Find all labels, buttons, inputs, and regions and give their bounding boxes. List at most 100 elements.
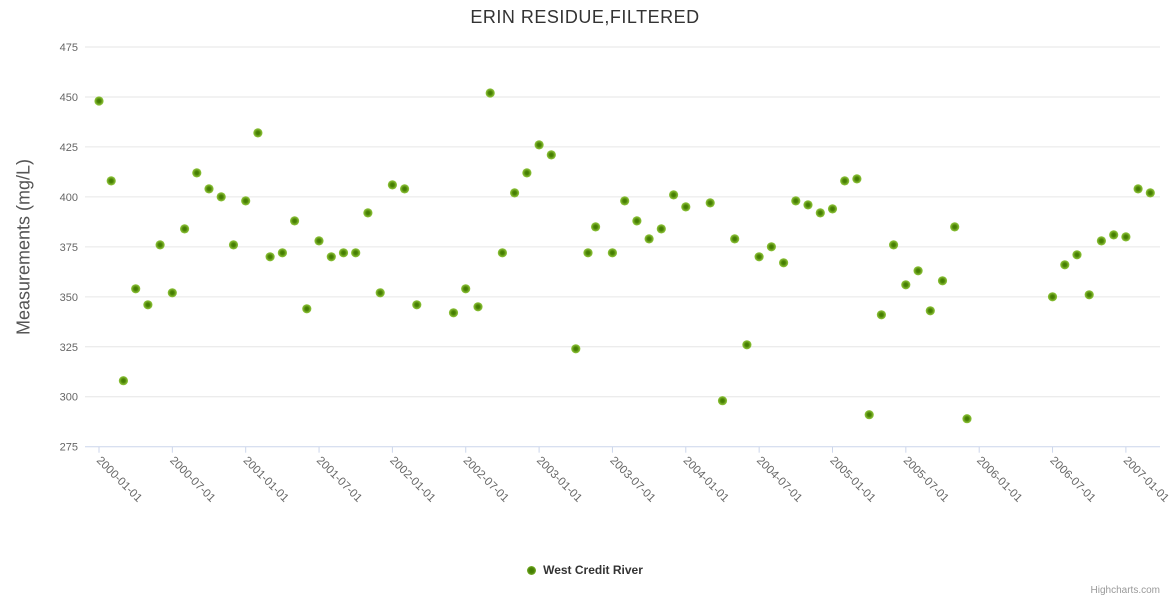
data-point[interactable]: West Credit River: 2003-02-01, 421 [546, 150, 556, 160]
data-point[interactable]: West Credit River: 2007-02-01, 404 [1133, 184, 1143, 194]
data-point[interactable]: West Credit River: 2002-10-01, 372 [497, 248, 507, 258]
y-axis-label: 475 [60, 42, 78, 54]
data-point[interactable]: West Credit River: 2004-01-01, 395 [681, 202, 691, 212]
data-point[interactable]: West Credit River: 2003-08-01, 398 [620, 196, 630, 206]
data-point[interactable]: West Credit River: 2001-08-01, 370 [326, 252, 336, 262]
data-point[interactable]: West Credit River: 2004-10-01, 398 [791, 196, 801, 206]
data-point[interactable]: West Credit River: 2001-12-01, 352 [375, 288, 385, 298]
data-point[interactable]: West Credit River: 2005-07-01, 356 [901, 280, 911, 290]
data-point[interactable]: West Credit River: 2005-03-01, 409 [852, 174, 862, 184]
y-axis-label: 375 [60, 242, 78, 254]
data-point[interactable]: West Credit River: 2006-11-01, 378 [1096, 236, 1106, 246]
data-point[interactable]: West Credit River: 2000-06-01, 376 [155, 240, 165, 250]
x-axis-label: 2003-01-01 [534, 455, 584, 505]
data-point[interactable]: West Credit River: 2002-01-01, 406 [387, 180, 397, 190]
data-point[interactable]: West Credit River: 2005-01-01, 394 [827, 204, 838, 214]
y-axis-label: 350 [60, 292, 78, 304]
data-point[interactable]: West Credit River: 2004-09-01, 367 [779, 258, 789, 268]
data-point[interactable]: West Credit River: 2001-01-01, 398 [241, 196, 251, 206]
data-point[interactable]: West Credit River: 2002-07-01, 354 [461, 284, 471, 294]
data-point[interactable]: West Credit River: 2007-03-01, 402 [1145, 188, 1155, 198]
data-point[interactable]: West Credit River: 2001-11-01, 392 [363, 208, 373, 218]
data-point[interactable]: West Credit River: 2003-04-01, 324 [571, 344, 581, 354]
data-point[interactable]: West Credit River: 2005-09-01, 343 [925, 306, 935, 316]
legend-item-west-credit-river[interactable]: West Credit River [0, 563, 1170, 577]
y-axis-title: Measurements (mg/L) [13, 158, 34, 336]
data-point[interactable]: West Credit River: 2000-11-01, 400 [216, 192, 226, 202]
data-point[interactable]: West Credit River: 2003-10-01, 379 [644, 234, 654, 244]
x-axis-label: 2002-07-01 [461, 455, 511, 505]
y-axis-label: 275 [60, 442, 78, 454]
data-point[interactable]: West Credit River: 2000-05-01, 346 [143, 300, 153, 310]
data-point[interactable]: West Credit River: 2005-06-01, 376 [889, 240, 899, 250]
data-point[interactable]: West Credit River: 2004-12-01, 392 [815, 208, 825, 218]
data-point[interactable]: West Credit River: 2001-07-01, 378 [314, 236, 324, 246]
data-point[interactable]: West Credit River: 2005-12-01, 289 [962, 414, 972, 424]
data-point[interactable]: West Credit River: 2001-05-01, 388 [290, 216, 300, 226]
data-point[interactable]: West Credit River: 2006-12-01, 381 [1109, 230, 1119, 240]
data-point[interactable]: West Credit River: 2002-09-01, 452 [485, 88, 495, 98]
y-axis-label: 300 [60, 392, 78, 404]
data-point[interactable]: West Credit River: 2002-08-01, 345 [473, 302, 483, 312]
data-point[interactable]: West Credit River: 2002-03-01, 346 [412, 300, 422, 310]
data-point[interactable]: West Credit River: 2002-02-01, 404 [400, 184, 410, 194]
data-point[interactable]: West Credit River: 2005-11-01, 385 [950, 222, 960, 232]
data-point[interactable]: West Credit River: 2004-05-01, 379 [730, 234, 740, 244]
data-point[interactable]: West Credit River: 2003-12-01, 401 [669, 190, 679, 200]
data-point[interactable]: West Credit River: 2000-10-01, 404 [204, 184, 214, 194]
x-axis-label: 2006-07-01 [1047, 455, 1097, 505]
data-point[interactable]: West Credit River: 2003-05-01, 372 [583, 248, 593, 258]
data-point[interactable]: West Credit River: 2004-11-01, 396 [803, 200, 813, 210]
data-point[interactable]: West Credit River: 2005-10-01, 358 [937, 276, 948, 286]
data-point[interactable]: West Credit River: 2006-10-01, 351 [1084, 290, 1094, 300]
data-point[interactable]: West Credit River: 2000-12-01, 376 [228, 240, 239, 250]
data-point[interactable]: West Credit River: 2005-04-01, 291 [864, 410, 874, 420]
data-point[interactable]: West Credit River: 2006-08-01, 366 [1060, 260, 1070, 270]
y-axis-label: 325 [60, 342, 78, 354]
data-point[interactable]: West Credit River: 2000-07-01, 352 [167, 288, 177, 298]
data-point[interactable]: West Credit River: 2003-01-01, 426 [534, 140, 544, 150]
data-point[interactable]: West Credit River: 2000-09-01, 412 [192, 168, 202, 178]
data-point[interactable]: West Credit River: 2004-08-01, 375 [766, 242, 777, 252]
data-point[interactable]: West Credit River: 2005-08-01, 363 [913, 266, 923, 276]
data-point[interactable]: West Credit River: 2005-05-01, 341 [876, 310, 887, 320]
data-point[interactable]: West Credit River: 2001-03-01, 370 [265, 252, 275, 262]
y-axis-label: 425 [60, 142, 78, 154]
data-point[interactable]: West Credit River: 2003-11-01, 384 [656, 224, 666, 234]
x-axis-label: 2003-07-01 [607, 455, 657, 505]
data-point[interactable]: West Credit River: 2004-04-01, 298 [717, 396, 728, 406]
data-point[interactable]: West Credit River: 2006-09-01, 371 [1072, 250, 1082, 260]
data-point[interactable]: West Credit River: 2005-02-01, 408 [840, 176, 850, 186]
legend-label: West Credit River [543, 563, 643, 577]
data-point[interactable]: West Credit River: 2001-09-01, 372 [338, 248, 349, 258]
data-point[interactable]: West Credit River: 2000-04-01, 354 [131, 284, 141, 294]
data-point[interactable]: West Credit River: 2000-01-01, 448 [94, 96, 104, 106]
data-point[interactable]: West Credit River: 2000-03-01, 308 [118, 376, 128, 386]
x-axis-label: 2005-01-01 [827, 455, 877, 505]
data-point[interactable]: West Credit River: 2001-02-01, 432 [253, 128, 263, 138]
data-point[interactable]: West Credit River: 2004-03-01, 397 [705, 198, 715, 208]
x-axis-label: 2001-07-01 [314, 455, 364, 505]
data-point[interactable]: West Credit River: 2003-05-20, 385 [591, 222, 601, 232]
data-point[interactable]: West Credit River: 2003-07-01, 372 [607, 248, 618, 258]
data-point[interactable]: West Credit River: 2000-08-01, 384 [180, 224, 190, 234]
data-point[interactable]: West Credit River: 2002-06-01, 342 [448, 308, 459, 318]
data-point[interactable]: West Credit River: 2001-10-01, 372 [351, 248, 361, 258]
data-point[interactable]: West Credit River: 2001-06-01, 344 [302, 304, 312, 314]
data-point[interactable]: West Credit River: 2007-01-01, 380 [1121, 232, 1131, 242]
x-axis-label: 2007-01-01 [1121, 455, 1170, 505]
data-point[interactable]: West Credit River: 2001-04-01, 372 [277, 248, 287, 258]
credits-link[interactable]: Highcharts.com [1090, 585, 1160, 596]
data-point[interactable]: West Credit River: 2004-07-01, 370 [754, 252, 764, 262]
data-point[interactable]: West Credit River: 2000-02-01, 408 [106, 176, 116, 186]
y-axis-label: 450 [60, 92, 78, 104]
x-axis-label: 2005-07-01 [901, 455, 951, 505]
data-point[interactable]: West Credit River: 2002-11-01, 402 [509, 188, 520, 198]
data-point[interactable]: West Credit River: 2003-09-01, 388 [632, 216, 642, 226]
y-axis-label: 400 [60, 192, 78, 204]
x-axis-label: 2006-01-01 [974, 455, 1024, 505]
data-point[interactable]: West Credit River: 2002-12-01, 412 [522, 168, 532, 178]
data-point[interactable]: West Credit River: 2004-06-01, 326 [742, 340, 752, 350]
data-point[interactable]: West Credit River: 2006-07-01, 350 [1047, 292, 1058, 302]
